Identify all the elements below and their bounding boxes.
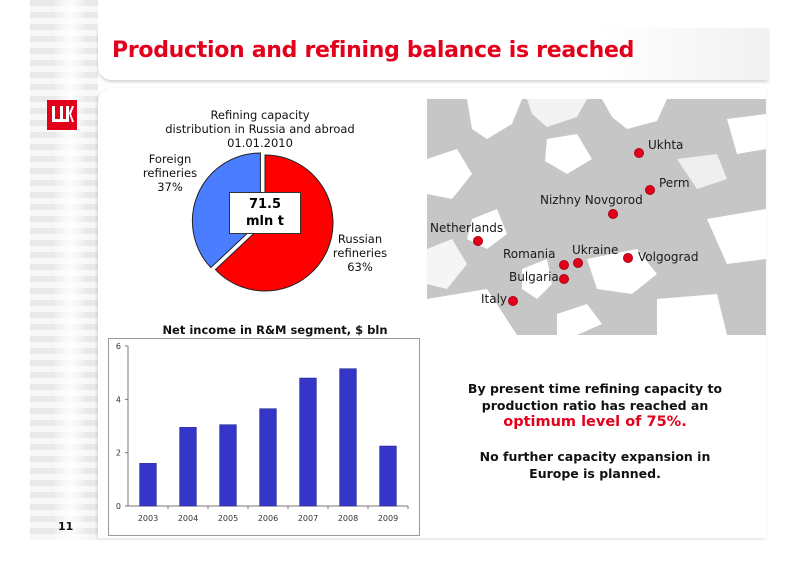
city-label-romania: Romania — [503, 247, 556, 261]
statement-line1: By present time refining capacity to — [467, 381, 723, 396]
city-label-nizhny-novgorod: Nizhny Novgorod — [540, 193, 643, 207]
map-shapes — [427, 99, 766, 335]
nizhny-novgorod-marker — [608, 209, 618, 219]
italy-marker — [508, 296, 518, 306]
city-label-ukhta: Ukhta — [648, 138, 684, 152]
title-box — [98, 28, 768, 80]
city-label-netherlands: Netherlands — [430, 221, 504, 235]
page-number: 11 — [58, 520, 74, 533]
statement-highlight: optimum level of 75%. — [503, 414, 687, 430]
x-tick-label-2008: 2008 — [338, 514, 358, 523]
russian-label-pct: 63% — [347, 260, 373, 274]
city-label-ukraine: Ukraine — [572, 243, 619, 257]
foreign-label-pct: 37% — [157, 180, 183, 194]
y-tick-label: 4 — [116, 395, 121, 404]
pie-slice-foreign — [191, 152, 261, 269]
y-tick-label: 0 — [116, 502, 121, 511]
city-label-bulgaria: Bulgaria — [509, 270, 559, 284]
ukraine-marker — [573, 258, 583, 268]
x-tick-label-2003: 2003 — [138, 514, 158, 523]
x-tick-label-2007: 2007 — [298, 514, 318, 523]
lukoil-logo-icon — [47, 100, 77, 130]
x-tick-label-2005: 2005 — [218, 514, 238, 523]
bar-2005 — [219, 424, 237, 507]
russian-refineries-label: Russian refineries 63% — [320, 232, 400, 274]
statement-block: By present time refining capacity to pro… — [462, 380, 728, 431]
foreign-label-line2: refineries — [142, 166, 198, 180]
ukhta-marker — [634, 148, 644, 158]
x-tick-label-2006: 2006 — [258, 514, 278, 523]
city-label-volgograd: Volgograd — [638, 250, 699, 264]
netherlands-marker — [473, 236, 483, 246]
capacity-center-box: 71.5 mln t — [229, 192, 301, 234]
statement-block-2: No further capacity expansion in Europe … — [462, 448, 728, 482]
bar-2006 — [259, 408, 277, 507]
statement-line4: Europe is planned. — [529, 466, 661, 481]
bar-2007 — [299, 377, 317, 507]
pie-title-line2: distribution in Russia and abroad — [165, 122, 355, 136]
bar-2003 — [139, 463, 157, 507]
bulgaria-marker — [559, 274, 569, 284]
capacity-value: 71.5 — [248, 197, 282, 212]
y-tick-label: 2 — [116, 449, 121, 458]
city-label-italy: Italy — [481, 292, 508, 306]
bar-chart-title: Net income in R&M segment, $ bln — [162, 323, 388, 337]
x-tick-label-2004: 2004 — [178, 514, 198, 523]
bar-2009 — [379, 445, 397, 507]
pie-chart-title: Refining capacity distribution in Russia… — [160, 108, 360, 150]
statement-line3: No further capacity expansion in — [479, 449, 711, 464]
russian-label-line1: Russian — [337, 232, 383, 246]
page-title: Production and refining balance is reach… — [112, 38, 635, 63]
y-tick-label: 6 — [116, 342, 121, 351]
pie-title-date: 01.01.2010 — [227, 136, 293, 150]
bar-2008 — [339, 368, 357, 507]
statement-line2: production ratio has reached an — [481, 398, 709, 413]
map — [427, 99, 766, 335]
capacity-unit: mln t — [246, 214, 284, 229]
russian-label-line2: refineries — [332, 246, 388, 260]
pie-title-line1: Refining capacity — [210, 108, 310, 122]
foreign-refineries-label: Foreign refineries 37% — [130, 152, 210, 194]
perm-marker — [645, 185, 655, 195]
foreign-label-line1: Foreign — [148, 152, 192, 166]
bar-chart: 0 2 4 6 2003 2004 2005 2006 2007 2008 2009 — [108, 338, 420, 536]
bar-2004 — [179, 427, 197, 507]
romania-marker — [559, 260, 569, 270]
x-tick-label-2009: 2009 — [378, 514, 398, 523]
volgograd-marker — [623, 253, 633, 263]
decorative-strip-highlight — [55, 0, 85, 540]
city-label-perm: Perm — [659, 176, 690, 190]
